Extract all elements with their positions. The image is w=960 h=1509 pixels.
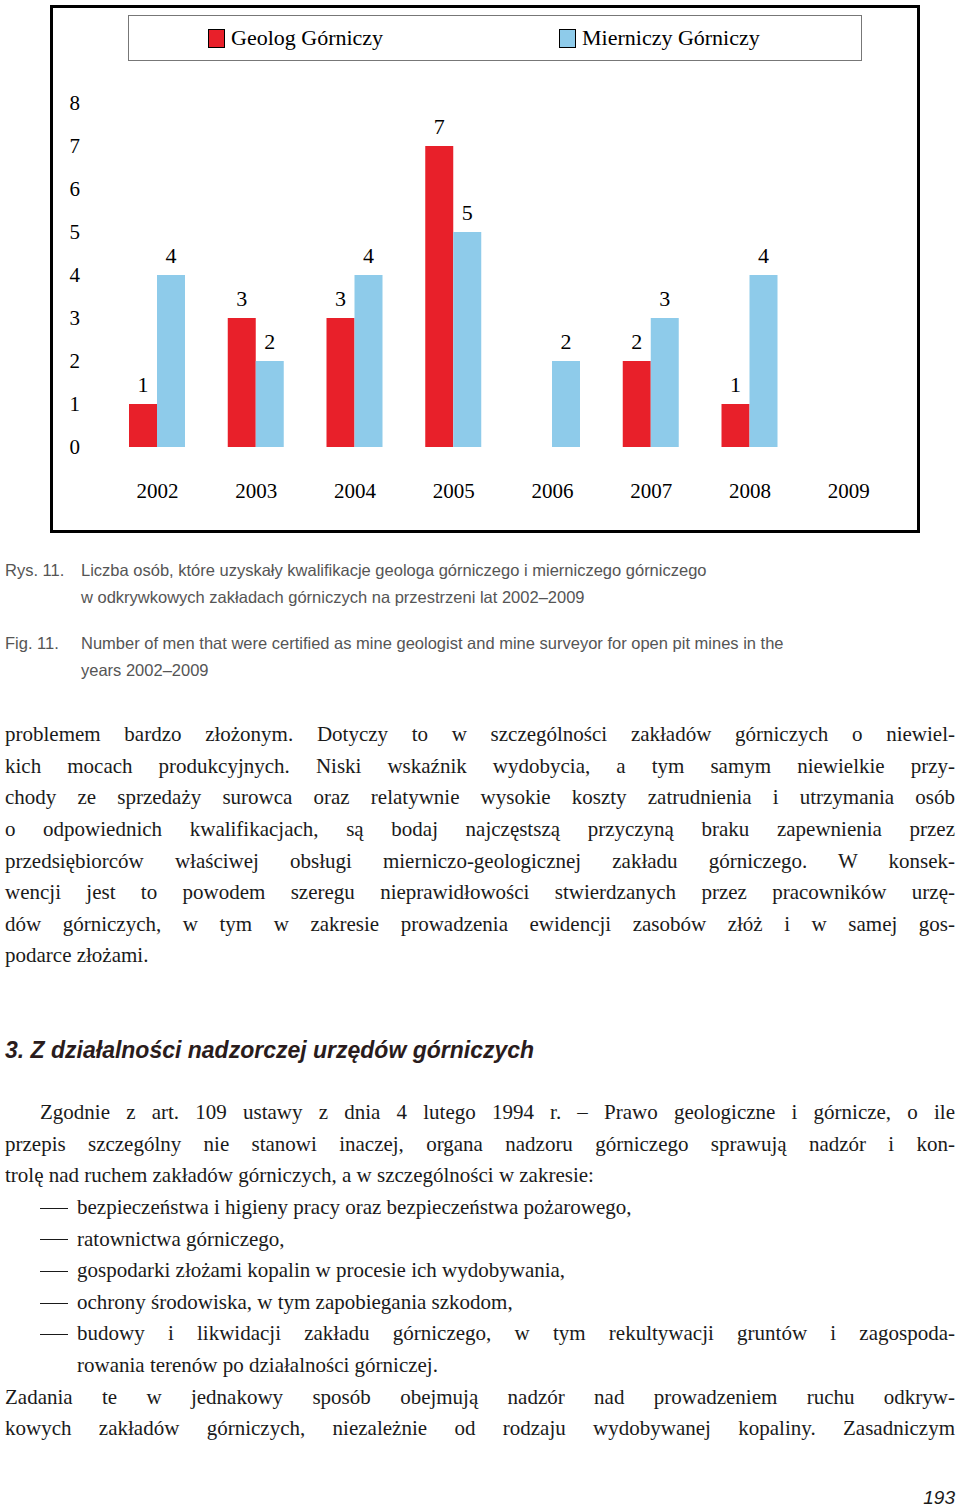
html-text:kich mocach produkcyjnych. Nis: kich mocach produkcyjnych. Niski wskaźni… xyxy=(5,753,955,778)
svg-text:4: 4 xyxy=(363,243,374,268)
svg-text:8: 8 xyxy=(70,91,81,115)
html-text:problemem bardzo złożonym. Dot: problemem bardzo złożonym. Dotyczy to w … xyxy=(5,722,955,747)
svg-text:2: 2 xyxy=(264,329,275,354)
html-text:bezpieczeństwa i higieny pracy: bezpieczeństwa i higieny pracy oraz bezp… xyxy=(77,1195,632,1219)
html-text:3. Z działalności nadzorczej u: 3. Z działalności nadzorczej urzędów gór… xyxy=(5,1037,535,1063)
svg-text:2: 2 xyxy=(561,329,572,354)
svg-text:2003: 2003 xyxy=(235,479,277,503)
svg-text:2007: 2007 xyxy=(630,479,672,503)
html-text:Zadania te w jednakowy sposób: Zadania te w jednakowy sposób obejmują n… xyxy=(5,1384,955,1409)
svg-text:2: 2 xyxy=(70,349,81,373)
html-text:Number of men that were certif: Number of men that were certified as min… xyxy=(81,633,784,652)
svg-text:0: 0 xyxy=(70,435,81,459)
svg-text:2: 2 xyxy=(631,329,642,354)
html-text:Geolog Górniczy: Geolog Górniczy xyxy=(231,25,384,50)
html-text:trolę nad ruchem zakładów górn: trolę nad ruchem zakładów górniczych, a … xyxy=(5,1163,594,1188)
svg-text:7: 7 xyxy=(434,114,445,139)
svg-text:7: 7 xyxy=(70,134,81,158)
html-text:o odpowiednich kwalifikacjach,: o odpowiednich kwalifikacjach, są bodaj … xyxy=(5,817,955,841)
html-text:Zgodnie z art. 109 ustawy z dn: Zgodnie z art. 109 ustawy z dnia 4 luteg… xyxy=(40,1100,955,1125)
html-text:chody ze sprzedaży surowca ora: chody ze sprzedaży surowca oraz relatywn… xyxy=(5,785,955,810)
svg-text:2004: 2004 xyxy=(334,479,377,503)
html-text:ochrony środowiska, w tym zapo: ochrony środowiska, w tym zapobiegania s… xyxy=(77,1289,513,1314)
html-text:gospodarki złożami kopalin w p: gospodarki złożami kopalin w procesie ic… xyxy=(77,1258,566,1283)
svg-text:2002: 2002 xyxy=(136,479,178,503)
svg-text:4: 4 xyxy=(166,243,177,268)
svg-text:1: 1 xyxy=(138,372,149,397)
html-text:budowy i likwidacji zakładu gó: budowy i likwidacji zakładu górniczego, … xyxy=(77,1321,955,1346)
svg-text:3: 3 xyxy=(659,286,670,311)
svg-text:4: 4 xyxy=(758,243,769,268)
svg-text:1: 1 xyxy=(730,372,741,397)
svg-text:3: 3 xyxy=(335,286,346,311)
svg-text:2006: 2006 xyxy=(531,479,573,503)
svg-text:4: 4 xyxy=(70,263,81,287)
svg-text:5: 5 xyxy=(462,200,473,225)
svg-text:1: 1 xyxy=(70,392,81,416)
svg-text:2009: 2009 xyxy=(828,479,870,503)
html-text:w odkrywkowych zakładach górni: w odkrywkowych zakładach górniczych na p… xyxy=(81,587,585,606)
html-text:rowania terenów po działalnośc: rowania terenów po działalności górnicze… xyxy=(77,1353,438,1377)
html-text:Mierniczy Górniczy: Mierniczy Górniczy xyxy=(582,25,760,50)
html-text:ratownictwa górniczego,: ratownictwa górniczego, xyxy=(77,1226,285,1251)
svg-text:3: 3 xyxy=(236,286,247,311)
html-text:kowych zakładów górniczych, ni: kowych zakładów górniczych, niezależnie … xyxy=(5,1416,955,1441)
html-text:podarce złożami.: podarce złożami. xyxy=(5,943,149,968)
svg-text:2005: 2005 xyxy=(433,479,475,503)
html-text:years 2002–2009: years 2002–2009 xyxy=(81,660,209,679)
html-text:dów górniczych, w tym w zakres: dów górniczych, w tym w zakresie prowadz… xyxy=(5,911,955,936)
html-text:wencji jest to powodem szeregu: wencji jest to powodem szeregu nieprawid… xyxy=(5,880,955,905)
html-text:Rys. 11.: Rys. 11. xyxy=(5,560,65,579)
svg-text:3: 3 xyxy=(70,306,81,330)
html-text:przepis szczególny nie stanowi: przepis szczególny nie stanowi inaczej, … xyxy=(5,1131,955,1156)
svg-text:5: 5 xyxy=(70,220,81,244)
svg-text:6: 6 xyxy=(70,177,81,201)
html-text:Liczba osób, które uzyskały kw: Liczba osób, które uzyskały kwalifikacje… xyxy=(81,560,707,579)
html-text:Fig. 11.: Fig. 11. xyxy=(5,633,59,652)
html-text:193: 193 xyxy=(923,1487,955,1508)
svg-text:2008: 2008 xyxy=(729,479,771,503)
html-text:przedsiębiorców właściwej obsł: przedsiębiorców właściwej obsługi mierni… xyxy=(5,848,955,873)
